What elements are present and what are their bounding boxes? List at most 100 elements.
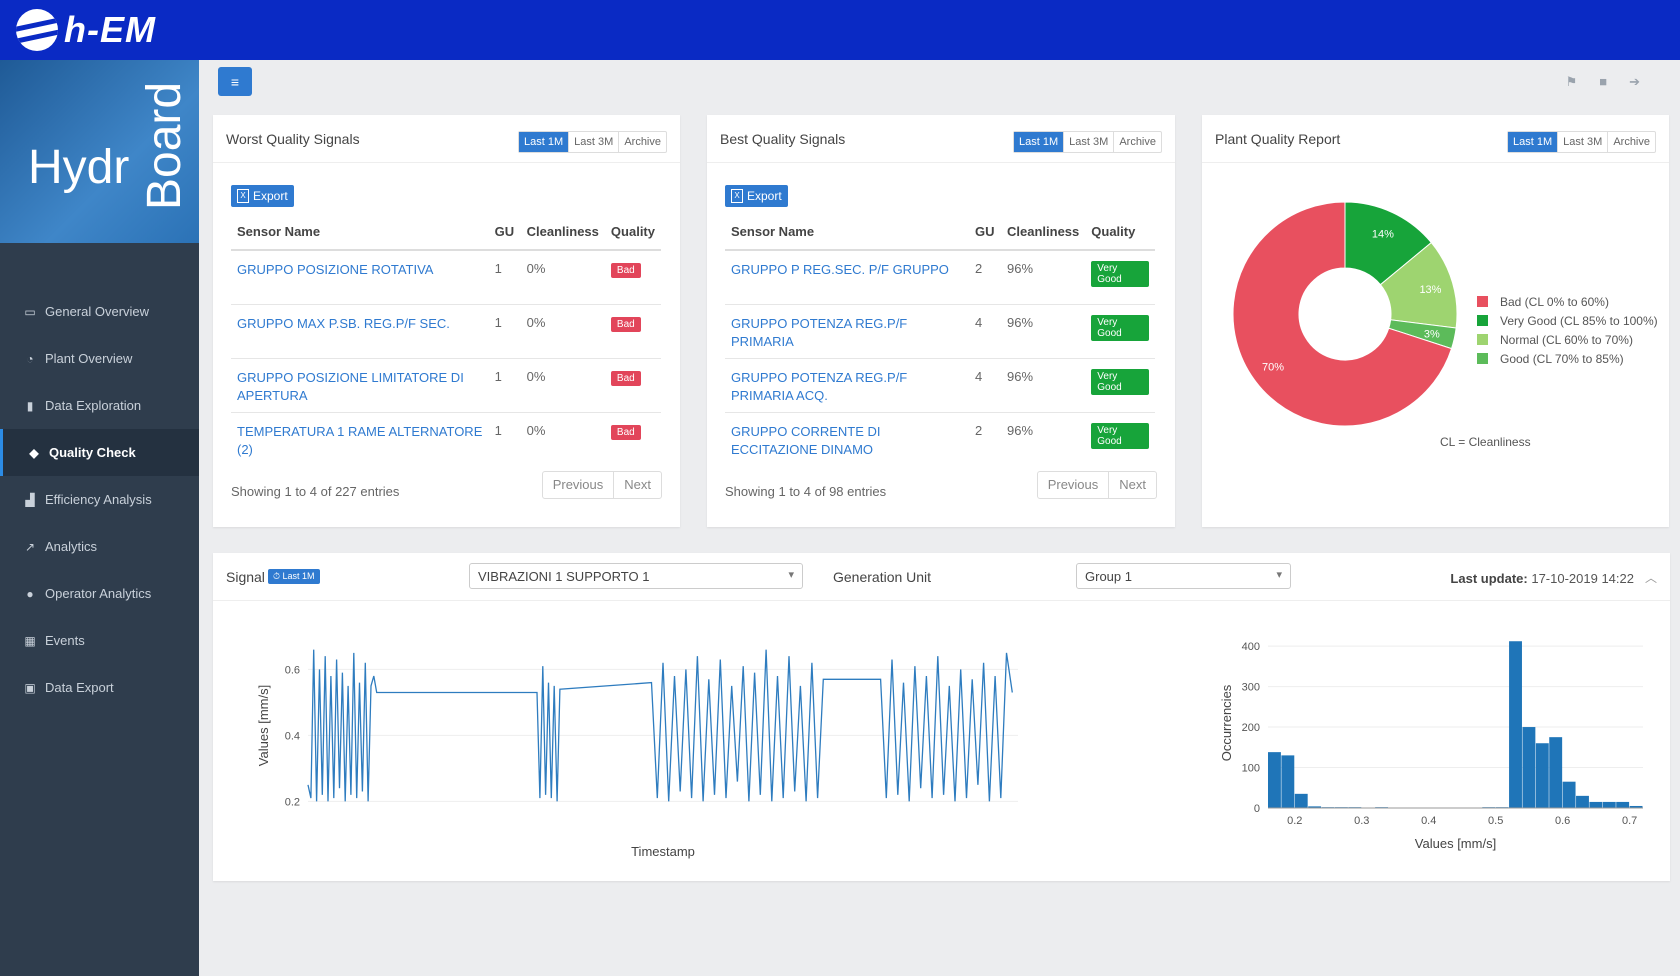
col-sensor-name[interactable]: Sensor Name: [231, 214, 489, 251]
export-button[interactable]: X Export: [231, 185, 294, 207]
last-update: Last update: 17-10-2019 14:22: [1450, 571, 1634, 586]
sidebar-item-general-overview[interactable]: ▭ General Overview: [0, 288, 199, 335]
last-update-label: Last update:: [1450, 571, 1528, 586]
line-chart-icon: ↗: [24, 539, 36, 554]
sidebar-item-label: Data Exploration: [45, 398, 142, 413]
range-last-3m[interactable]: Last 3M: [1558, 132, 1609, 152]
range-last-3m[interactable]: Last 3M: [569, 132, 620, 152]
gu-cell: 2: [975, 261, 983, 276]
next-button[interactable]: Next: [1119, 477, 1146, 492]
histogram-chart: 0 100 200 300 400 0.2 0.3 0.4 0.5 0.6 0.7 Values [m…: [1219, 641, 1643, 851]
histogram-bar[interactable]: [1308, 806, 1322, 808]
gu-cell: 1: [494, 261, 502, 276]
histogram-bar[interactable]: [1562, 781, 1576, 808]
signal-panel-header: Signal ⏱ Last 1M VIBRAZIONI 1 SUPPORTO 1…: [213, 553, 1670, 601]
histogram-bar[interactable]: [1629, 805, 1643, 808]
previous-button[interactable]: Previous: [1038, 472, 1110, 498]
histogram-bar[interactable]: [1522, 727, 1536, 808]
hamburger-icon: ≡: [230, 73, 240, 90]
y-axis-label: Occurrencies: [1219, 684, 1234, 761]
col-gu[interactable]: GU: [488, 214, 521, 251]
histogram-bar[interactable]: [1509, 641, 1522, 808]
legend-item[interactable]: Bad (CL 0% to 60%): [1477, 292, 1658, 311]
sidebar-item-label: Efficiency Analysis: [45, 492, 152, 507]
sidebar-item-efficiency-analysis[interactable]: ▟ Efficiency Analysis: [0, 476, 199, 523]
flag-icon[interactable]: ⚑: [1565, 74, 1578, 89]
sidebar-item-quality-check[interactable]: ◆ Quality Check: [0, 429, 199, 476]
sensor-name-link[interactable]: GRUPPO POSIZIONE ROTATIVA: [237, 262, 434, 277]
col-quality[interactable]: Quality: [1085, 214, 1155, 251]
range-archive[interactable]: Archive: [1613, 136, 1650, 148]
export-button[interactable]: X Export: [725, 185, 788, 207]
legend-item[interactable]: Very Good (CL 85% to 100%): [1477, 311, 1658, 330]
plant-quality-panel: Plant Quality Report Last 1M Last 3M Arc…: [1202, 115, 1669, 527]
signal-select-value: VIBRAZIONI 1 SUPPORTO 1: [478, 569, 650, 584]
histogram-bar[interactable]: [1616, 801, 1630, 808]
last-update-value: 17-10-2019 14:22: [1531, 571, 1634, 586]
col-gu[interactable]: GU: [969, 214, 1001, 251]
donut-slice[interactable]: [1232, 201, 1453, 427]
legend-item[interactable]: Normal (CL 60% to 70%): [1477, 330, 1658, 349]
histogram-bar[interactable]: [1549, 737, 1563, 808]
sensor-name-link[interactable]: TEMPERATURA 1 RAME ALTERNATORE (2): [237, 423, 483, 457]
col-quality[interactable]: Quality: [604, 214, 661, 251]
signal-series-line[interactable]: [307, 649, 1013, 802]
range-archive[interactable]: Archive: [624, 136, 661, 148]
panel-title: Plant Quality Report: [1215, 131, 1341, 147]
range-last-1m[interactable]: Last 1M: [1508, 132, 1559, 152]
range-last-1m[interactable]: Last 1M: [1014, 132, 1065, 152]
collapse-icon[interactable]: ︿: [1644, 571, 1657, 585]
col-sensor-name[interactable]: Sensor Name: [725, 214, 969, 251]
signal-label: Signal: [226, 569, 265, 585]
menu-toggle-button[interactable]: ≡: [218, 67, 252, 96]
range-last-1m[interactable]: Last 1M: [519, 132, 570, 152]
logout-icon[interactable]: ➔: [1629, 74, 1640, 89]
y-tick-label: 100: [1242, 763, 1260, 775]
sensor-name-link[interactable]: GRUPPO CORRENTE DI ECCITAZIONE DINAMO: [731, 423, 881, 457]
histogram-bar[interactable]: [1268, 752, 1281, 808]
sensor-name-link[interactable]: GRUPPO POTENZA REG.P/F PRIMARIA: [731, 315, 908, 349]
sensor-name-link[interactable]: GRUPPO POTENZA REG.P/F PRIMARIA ACQ.: [731, 369, 908, 403]
top-bar: h-EM: [0, 0, 1680, 60]
gu-cell: 2: [975, 422, 983, 438]
range-last-3m[interactable]: Last 3M: [1064, 132, 1115, 152]
table-row: TEMPERATURA 1 RAME ALTERNATORE (2) 1 0% Bad: [231, 412, 661, 466]
hem-logo[interactable]: h-EM: [16, 8, 156, 52]
sidebar-item-data-export[interactable]: ▣ Data Export: [0, 664, 199, 711]
histogram-bar[interactable]: [1535, 743, 1549, 808]
legend-label: Normal (CL 60% to 70%): [1500, 332, 1633, 347]
range-archive[interactable]: Archive: [1119, 136, 1156, 148]
gu-cell: 1: [494, 314, 502, 330]
signal-select[interactable]: VIBRAZIONI 1 SUPPORTO 1: [469, 563, 803, 589]
previous-button[interactable]: Previous: [543, 472, 615, 498]
legend-item[interactable]: Good (CL 70% to 85%): [1477, 349, 1658, 368]
quality-badge: Very Good: [1091, 368, 1149, 395]
video-icon[interactable]: ■: [1599, 74, 1608, 89]
histogram-bar[interactable]: [1294, 793, 1308, 808]
sensor-name-link[interactable]: GRUPPO MAX P.SB. REG.P/F SEC.: [237, 315, 450, 331]
save-icon: ▣: [24, 680, 36, 695]
hem-logo-icon: [16, 9, 58, 51]
sensor-name-link[interactable]: GRUPPO POSIZIONE LIMITATORE DI APERTURA: [237, 369, 464, 403]
legend-label: Bad (CL 0% to 60%): [1500, 294, 1609, 309]
y-tick-label: 0.2: [285, 796, 300, 808]
sidebar-item-plant-overview[interactable]: ◔ Plant Overview: [0, 335, 199, 382]
last-1m-badge: ⏱ Last 1M: [268, 569, 320, 584]
histogram-bar[interactable]: [1576, 795, 1589, 808]
col-cleanliness[interactable]: Cleanliness: [520, 214, 605, 251]
sensor-name-link[interactable]: GRUPPO P REG.SEC. P/F GRUPPO: [731, 262, 949, 277]
panel-title: Worst Quality Signals: [226, 131, 360, 147]
next-button[interactable]: Next: [624, 477, 651, 492]
calendar-icon: ▦: [24, 633, 36, 648]
col-cleanliness[interactable]: Cleanliness: [1001, 214, 1086, 251]
histogram-bar[interactable]: [1589, 801, 1603, 808]
sidebar-item-events[interactable]: ▦ Events: [0, 617, 199, 664]
sidebar-item-operator-analytics[interactable]: ● Operator Analytics: [0, 570, 199, 617]
sidebar-item-analytics[interactable]: ↗ Analytics: [0, 523, 199, 570]
histogram-bar[interactable]: [1281, 755, 1295, 808]
quality-badge: Very Good: [1091, 422, 1149, 449]
map-icon: ▭: [24, 304, 36, 319]
generation-unit-select[interactable]: Group 1: [1076, 563, 1291, 589]
histogram-bar[interactable]: [1602, 801, 1616, 808]
sidebar-item-data-exploration[interactable]: ▮ Data Exploration: [0, 382, 199, 429]
